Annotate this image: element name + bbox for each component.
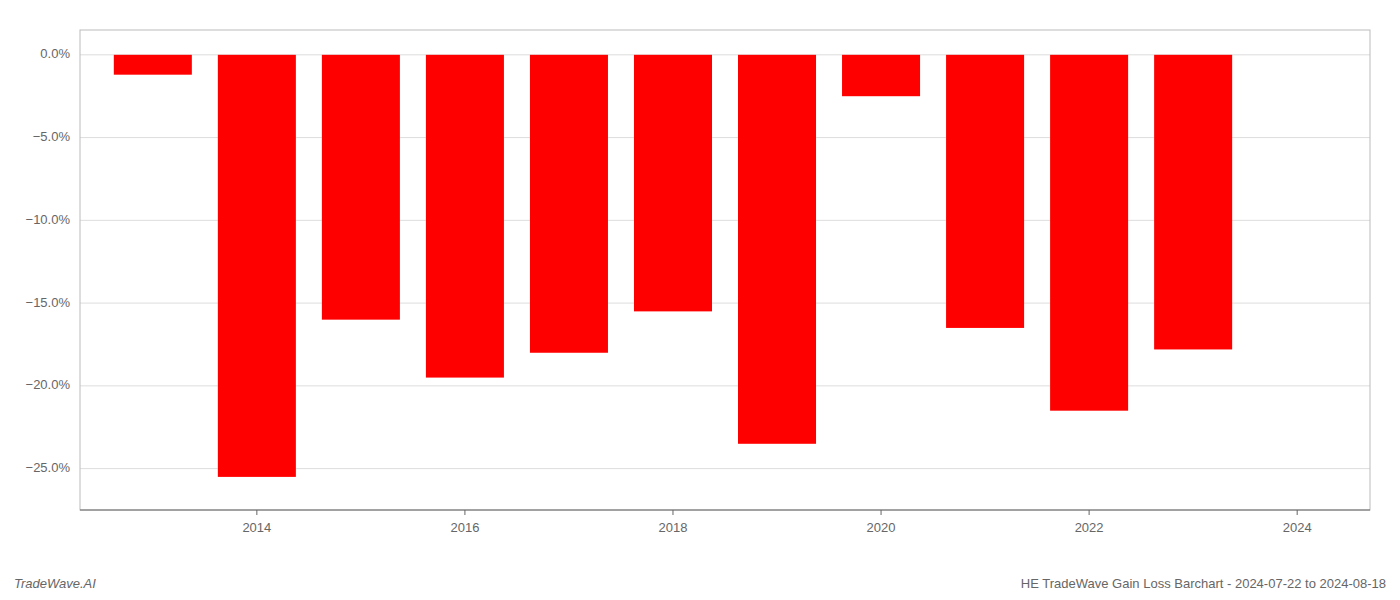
bar: [530, 55, 608, 353]
x-tick-label: 2018: [659, 520, 688, 535]
footer-left: TradeWave.AI: [14, 576, 96, 591]
bar: [842, 55, 920, 96]
x-tick: [881, 510, 882, 515]
bar: [1154, 55, 1232, 350]
y-tick-label: −20.0%: [26, 377, 71, 392]
bar: [946, 55, 1024, 328]
x-tick: [464, 510, 465, 515]
y-axis: 0.0% −5.0% −10.0% −15.0% −20.0% −25.0%: [26, 46, 71, 475]
plot-frame: [80, 30, 1370, 510]
bars: [114, 55, 1232, 477]
bar: [634, 55, 712, 312]
x-tick-label: 2024: [1283, 520, 1312, 535]
bar: [738, 55, 816, 444]
bar: [322, 55, 400, 320]
x-tick-label: 2020: [867, 520, 896, 535]
bar: [218, 55, 296, 477]
y-tick-label: −5.0%: [33, 129, 71, 144]
x-tick: [1297, 510, 1298, 515]
y-tick-label: −15.0%: [26, 295, 71, 310]
footer-right: HE TradeWave Gain Loss Barchart - 2024-0…: [1021, 576, 1386, 591]
y-tick-label: 0.0%: [40, 46, 70, 61]
x-tick: [672, 510, 673, 515]
bar: [1050, 55, 1128, 411]
x-tick: [256, 510, 257, 515]
bar: [426, 55, 504, 378]
x-tick-label: 2016: [450, 520, 479, 535]
x-axis-line: [80, 510, 1370, 511]
chart: 0.0%−5.0%−10.0%−15.0%−20.0%−25.0%2014201…: [0, 0, 1400, 600]
x-tick-label: 2022: [1075, 520, 1104, 535]
x-tick-label: 2014: [242, 520, 271, 535]
background: [0, 0, 1400, 600]
y-tick-label: −10.0%: [26, 212, 71, 227]
bar: [114, 55, 192, 75]
x-axis: 2014 2016 2018 2020 2022 2024: [242, 510, 1311, 535]
x-tick: [1089, 510, 1090, 515]
y-tick-label: −25.0%: [26, 460, 71, 475]
